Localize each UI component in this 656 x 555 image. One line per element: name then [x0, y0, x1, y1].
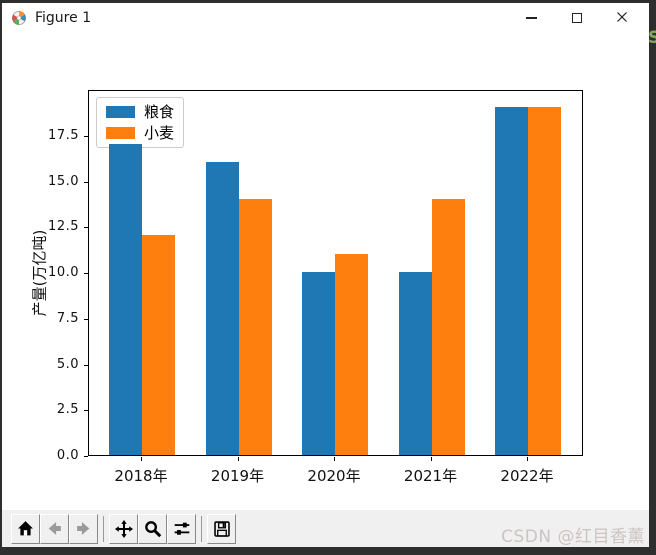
x-tick-label: 2019年	[210, 467, 265, 485]
maximize-icon	[571, 13, 582, 23]
toolbar-back-button[interactable]	[40, 513, 69, 544]
bar	[302, 272, 335, 455]
y-tick-label: 15.0	[48, 173, 79, 189]
legend-entry: 粮食	[106, 104, 174, 120]
toolbar-separator	[103, 515, 104, 542]
matplotlib-toolbar: CSDN @红目香薰	[2, 510, 649, 547]
bar	[238, 198, 272, 455]
home-icon	[17, 520, 34, 537]
pan-arrows-icon	[114, 519, 133, 538]
bar	[335, 253, 368, 455]
x-tick-label: 2022年	[500, 467, 554, 485]
x-tick	[334, 457, 335, 461]
save-floppy-icon	[213, 520, 231, 538]
back-arrow-icon	[46, 520, 63, 537]
csdn-watermark: CSDN @红目香薰	[501, 527, 645, 547]
y-tick-label: 10.0	[48, 265, 79, 280]
y-tick	[84, 273, 88, 274]
y-tick	[84, 410, 88, 412]
toolbar-configure-subplots-button[interactable]	[167, 513, 196, 544]
y-tick-label: 12.5	[48, 219, 79, 235]
y-tick-label: 0.0	[56, 448, 79, 463]
y-tick	[84, 181, 88, 183]
y-tick-label: 7.5	[56, 310, 79, 326]
minimize-icon	[526, 17, 537, 19]
x-tick	[527, 457, 528, 461]
legend-swatch-grain	[106, 106, 135, 118]
toolbar-separator	[201, 515, 202, 542]
legend-label-wheat: 小麦	[144, 124, 175, 142]
y-tick-label: 5.0	[56, 356, 79, 372]
legend-label-grain: 粮食	[144, 103, 175, 121]
bar	[528, 107, 561, 455]
maximize-button[interactable]	[554, 3, 599, 33]
y-tick-label: 17.5	[48, 127, 79, 143]
x-tick	[430, 457, 432, 461]
y-tick	[84, 456, 88, 457]
toolbar-save-button[interactable]	[207, 513, 236, 544]
window-controls	[509, 3, 644, 33]
forward-arrow-icon	[75, 520, 92, 537]
x-tick	[141, 457, 142, 461]
window-title: Figure 1	[35, 10, 92, 26]
y-tick	[84, 227, 88, 229]
close-icon	[615, 10, 629, 27]
matplotlib-logo-icon	[11, 10, 27, 26]
y-tick-label: 2.5	[56, 402, 79, 418]
y-tick	[84, 364, 88, 366]
x-tick-label: 2018年	[114, 467, 168, 485]
x-tick-label: 2020年	[307, 467, 361, 485]
chart-legend: 粮食 小麦	[96, 97, 185, 148]
close-button[interactable]	[599, 3, 644, 33]
x-tick	[237, 457, 239, 461]
bar	[205, 162, 239, 455]
minimize-button[interactable]	[509, 3, 554, 33]
y-tick	[84, 135, 88, 137]
zoom-magnifier-icon	[144, 520, 162, 538]
legend-swatch-wheat	[106, 127, 135, 139]
window-titlebar[interactable]: Figure 1	[2, 3, 649, 33]
background-code-fragment: S	[648, 28, 656, 48]
bar	[495, 107, 528, 455]
sliders-icon	[173, 520, 191, 538]
toolbar-pan-button[interactable]	[109, 513, 138, 544]
legend-entry: 小麦	[106, 125, 174, 141]
bar	[142, 235, 175, 455]
toolbar-home-button[interactable]	[11, 513, 40, 544]
bar	[398, 272, 432, 455]
toolbar-forward-button[interactable]	[69, 513, 98, 544]
y-tick	[84, 318, 88, 320]
figure-window: Figure 1	[2, 3, 649, 547]
bar	[431, 198, 465, 455]
toolbar-zoom-button[interactable]	[138, 513, 167, 544]
chart-axes: 粮食 小麦	[88, 90, 583, 456]
figure-canvas: 粮食 小麦 产量(万亿吨) 0.0 2.5 5.0 7.5 10.0 12.5 15.0 17…	[2, 33, 649, 510]
x-tick-label: 2021年	[403, 467, 458, 485]
bar	[109, 143, 142, 455]
